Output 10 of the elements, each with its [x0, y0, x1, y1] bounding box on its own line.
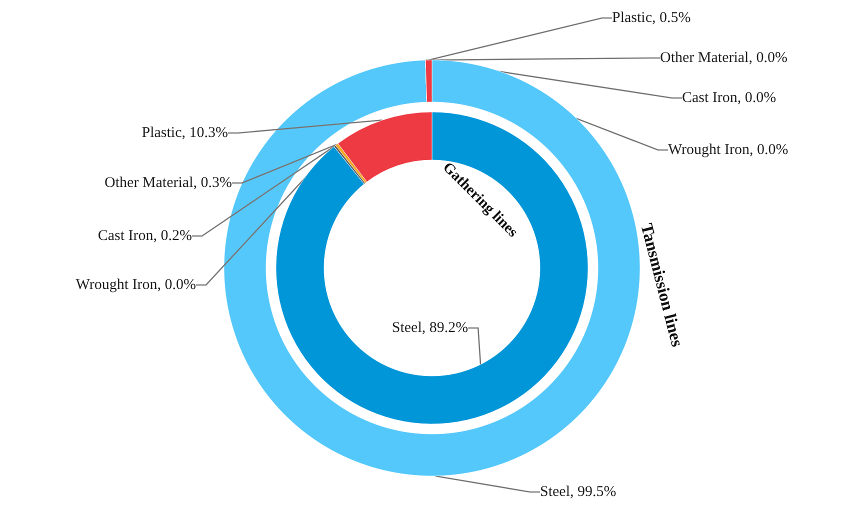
category-label: Other Material, 0.0% — [660, 50, 788, 66]
slice-label: Steel, 89.2% — [392, 320, 468, 336]
slice-label: Plastic, 10.3% — [142, 125, 228, 141]
slice-label: Cast Iron, 0.2% — [98, 228, 192, 244]
slice-label: Plastic, 0.5% — [612, 10, 691, 26]
category-label: Wrought Iron, 0.0% — [668, 142, 788, 158]
category-label: Wrought Iron, 0.0% — [76, 277, 196, 293]
slice-label: Other Material, 0.3% — [104, 175, 232, 191]
category-label: Cast Iron, 0.0% — [682, 90, 776, 106]
slice-label: Steel, 99.5% — [540, 484, 616, 500]
